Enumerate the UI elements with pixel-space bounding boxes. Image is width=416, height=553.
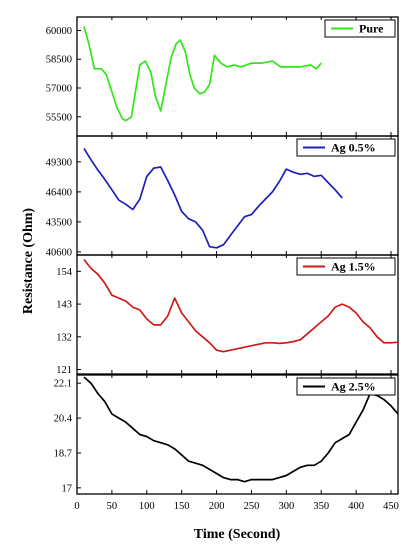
y-tick-label: 121 — [56, 365, 72, 376]
x-tick-label: 0 — [74, 501, 79, 512]
legend: Pure — [325, 20, 395, 37]
y-tick-label: 49300 — [46, 157, 72, 168]
y-tick-label: 18.7 — [54, 448, 72, 459]
y-tick-label: 60000 — [46, 26, 72, 37]
legend-label: Ag 0.5% — [331, 141, 376, 155]
x-tick-label: 200 — [209, 501, 225, 512]
x-tick-label: 100 — [139, 501, 155, 512]
panel-4: 17 18.7 20.4 22.1 Ag 2.5% — [54, 375, 398, 494]
y-tick-label: 58500 — [46, 55, 72, 66]
x-tick-label: 350 — [313, 501, 329, 512]
panel-3: 121 132 143 154 Ag 1.5% — [56, 255, 398, 376]
y-tick-label: 40600 — [46, 247, 72, 258]
y-tick-label: 20.4 — [54, 414, 73, 425]
y-tick-label: 17 — [62, 483, 73, 494]
panel-1: 55500 57000 58500 60000 Pure — [46, 17, 398, 136]
x-tick-label: 400 — [348, 501, 364, 512]
y-tick-label: 46400 — [46, 187, 72, 198]
series-line-2 — [84, 148, 342, 247]
legend-label: Pure — [359, 22, 384, 36]
legend: Ag 0.5% — [297, 139, 395, 156]
legend-label: Ag 2.5% — [331, 380, 376, 394]
x-tick-label: 450 — [383, 501, 399, 512]
y-tick-label: 143 — [56, 300, 72, 311]
y-tick-label: 132 — [56, 332, 72, 343]
x-tick-label: 300 — [278, 501, 294, 512]
y-tick-label: 43500 — [46, 217, 72, 228]
legend: Ag 2.5% — [297, 378, 395, 395]
y-tick-label: 57000 — [46, 84, 72, 95]
y-tick-label: 154 — [56, 267, 73, 278]
legend-label: Ag 1.5% — [331, 260, 376, 274]
panel-2: 40600 43500 46400 49300 Ag 0.5% — [46, 136, 398, 258]
x-tick-label: 50 — [107, 501, 118, 512]
y-axis-label: Resistance (Ohm) — [21, 208, 36, 314]
series-line-1 — [84, 27, 321, 121]
x-tick-label: 250 — [244, 501, 260, 512]
y-tick-label: 22.1 — [54, 379, 72, 390]
x-axis-label: Time (Second) — [194, 527, 281, 542]
y-tick-label: 55500 — [46, 112, 72, 123]
legend: Ag 1.5% — [297, 258, 395, 275]
x-tick-label: 150 — [174, 501, 190, 512]
